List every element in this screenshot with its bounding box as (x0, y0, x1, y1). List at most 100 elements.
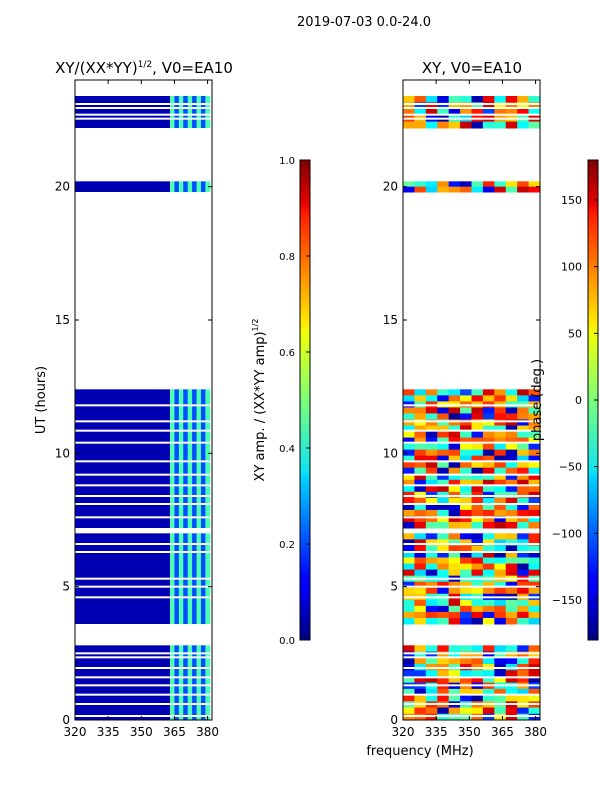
heatmap-gap (403, 420, 540, 423)
heatmap-cell (460, 461, 472, 469)
heatmap-cell (528, 419, 540, 427)
heatmap-cell (505, 545, 518, 552)
heatmap-gap (403, 585, 540, 588)
heatmap-cell (517, 419, 530, 427)
heatmap-cell (403, 389, 415, 396)
heatmap-cell (192, 181, 198, 192)
heatmap-cell (425, 657, 438, 665)
heatmap-cell (448, 557, 461, 565)
heatmap-cell (505, 425, 518, 433)
heatmap-cell (517, 389, 530, 396)
heatmap-cell (448, 515, 461, 523)
heatmap-cell (403, 688, 415, 696)
heatmap-cell (448, 545, 461, 552)
heatmap-cell (403, 413, 415, 420)
heatmap-cell (414, 102, 427, 110)
heatmap-cell (517, 611, 530, 619)
heatmap-gap (403, 113, 540, 116)
heatmap-gap (403, 667, 540, 669)
heatmap-cell (482, 521, 495, 529)
heatmap-cell (471, 437, 484, 445)
heatmap-cell (494, 581, 507, 589)
heatmap-cell (460, 425, 472, 433)
left-colorbar-ticks: 0.0 0.2 0.4 0.6 0.8 1.0 (279, 156, 310, 647)
colorbar-tick-label: 100 (561, 261, 582, 274)
heatmap-cell (425, 455, 438, 463)
heatmap-cell (414, 473, 427, 481)
heatmap-cell (425, 676, 438, 684)
heatmap-cell (414, 121, 427, 129)
heatmap-cell (505, 539, 518, 546)
heatmap-cell (437, 497, 450, 505)
figure-title: 2019-07-03 0.0-24.0 (297, 15, 431, 30)
heatmap-gap (403, 495, 540, 497)
heatmap-cell (403, 503, 415, 511)
left-x-axis: 320 335 350 365 380 (64, 80, 219, 739)
heatmap-cell (403, 449, 415, 457)
heatmap-cell (471, 599, 484, 607)
heatmap-cell (460, 413, 472, 420)
heatmap-cell (471, 186, 484, 193)
heatmap-cell (482, 599, 495, 607)
heatmap-cell (414, 581, 427, 589)
heatmap-cell (482, 473, 495, 481)
heatmap-cell (425, 587, 438, 595)
heatmap-cell (494, 551, 507, 559)
heatmap-cell (437, 461, 450, 469)
heatmap-cell (460, 395, 472, 402)
right-y-axis: 0 5 10 15 20 (383, 180, 540, 727)
heatmap-cell (425, 545, 438, 552)
heatmap-cell (494, 503, 507, 511)
heatmap-cell (448, 485, 461, 493)
heatmap-cell (494, 108, 507, 116)
heatmap-cell (403, 707, 415, 715)
heatmap-cell (528, 485, 540, 493)
right-axes-frame (402, 79, 541, 721)
heatmap-cell (494, 473, 507, 481)
heatmap-cell (517, 467, 530, 475)
x-tick-label: 350 (130, 725, 153, 739)
heatmap-cell (482, 670, 495, 677)
heatmap-cell (471, 473, 484, 481)
heatmap-cell (528, 670, 540, 677)
heatmap-cell (414, 509, 427, 517)
heatmap-cell (505, 407, 518, 414)
heatmap-cell (414, 611, 427, 619)
heatmap-cell (471, 181, 484, 188)
heatmap-cell (494, 563, 507, 571)
heatmap-cell (196, 96, 202, 128)
heatmap-gap (403, 676, 540, 679)
heatmap-cell (494, 509, 507, 517)
heatmap-cell (505, 395, 518, 402)
x-tick-label: 320 (392, 725, 415, 739)
heatmap-cell (437, 676, 450, 684)
heatmap-cell (460, 503, 472, 511)
heatmap-cell (505, 645, 518, 653)
heatmap-cell (414, 651, 427, 659)
heatmap-cell (471, 431, 484, 439)
heatmap-cell (505, 688, 518, 696)
heatmap-cell (517, 108, 530, 116)
heatmap-cell (528, 389, 540, 396)
heatmap-cell (437, 473, 450, 481)
heatmap-cell (448, 581, 461, 589)
heatmap-gap (75, 420, 212, 423)
heatmap-gap (75, 577, 212, 580)
heatmap-cell (460, 581, 472, 589)
heatmap-cell (471, 413, 484, 420)
heatmap-cell (437, 503, 450, 511)
heatmap-cell (482, 443, 495, 451)
heatmap-cell (517, 181, 530, 188)
heatmap-cell (414, 413, 427, 420)
heatmap-cell (471, 545, 484, 552)
heatmap-cell (437, 186, 450, 193)
heatmap-cell (517, 443, 530, 451)
heatmap-cell (517, 645, 530, 653)
heatmap-gap (403, 703, 540, 705)
heatmap-cell (505, 509, 518, 517)
heatmap-cell (196, 181, 202, 192)
heatmap-cell (437, 695, 450, 702)
heatmap-cell (528, 713, 540, 720)
heatmap-cell (528, 497, 540, 505)
